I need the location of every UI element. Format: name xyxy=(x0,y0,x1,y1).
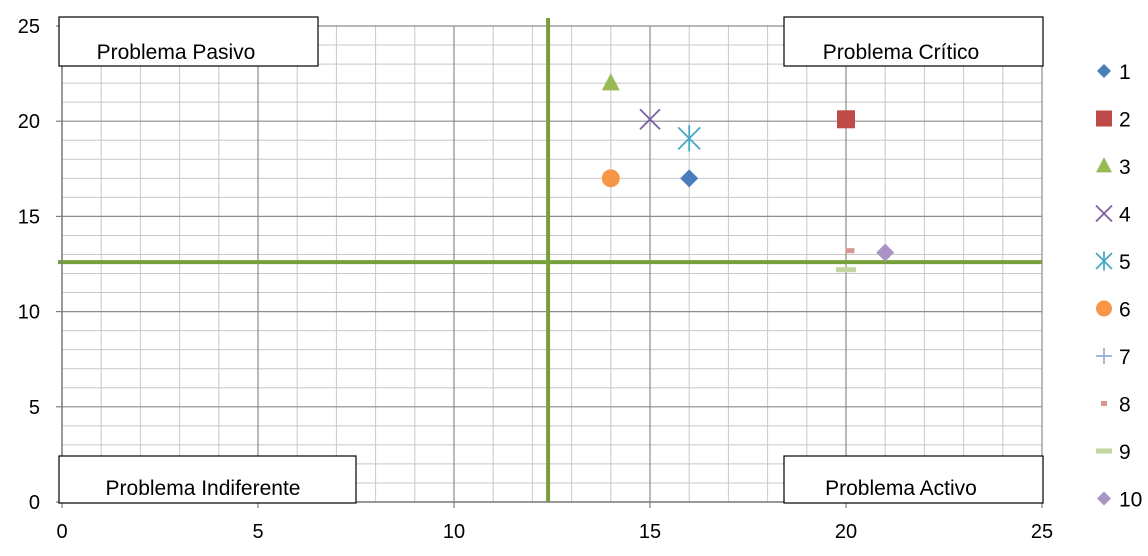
legend-item-9: 9 xyxy=(1096,441,1131,464)
quadrant-label-text: Problema Crítico xyxy=(823,41,979,64)
legend-item-4: 4 xyxy=(1095,204,1131,227)
quadrant-label-text: Problema Activo xyxy=(825,477,977,500)
legend-item-3: 3 xyxy=(1096,156,1131,179)
y-tick-label: 5 xyxy=(29,397,40,419)
legend-marker-7 xyxy=(1096,348,1112,364)
y-tick-label: 20 xyxy=(18,111,40,133)
legend-label-5: 5 xyxy=(1119,251,1131,274)
legend-item-5: 5 xyxy=(1095,251,1131,274)
legend-item-7: 7 xyxy=(1096,346,1131,369)
legend-label-3: 3 xyxy=(1119,156,1131,179)
data-point-series-9 xyxy=(836,267,856,273)
legend-item-8: 8 xyxy=(1101,394,1131,417)
legend-marker-4 xyxy=(1095,204,1113,223)
legend-label-6: 6 xyxy=(1119,299,1131,322)
legend-label-4: 4 xyxy=(1119,204,1131,227)
quadrant-label-critico: Problema Crítico xyxy=(783,16,1044,67)
quadrant-label-text: Problema Indiferente xyxy=(106,477,301,500)
legend-marker-3 xyxy=(1096,157,1112,173)
data-point-series-1 xyxy=(680,169,699,188)
quadrant-label-indiferente: Problema Indiferente xyxy=(58,455,357,504)
y-tick-label: 25 xyxy=(18,16,40,38)
data-point-series-5 xyxy=(677,125,701,152)
data-point-series-4 xyxy=(639,108,661,130)
y-tick-label: 0 xyxy=(29,492,40,514)
legend-label-8: 8 xyxy=(1119,394,1131,417)
data-point-series-8 xyxy=(845,248,855,254)
quadrant-label-box xyxy=(58,16,319,67)
legend-marker-1 xyxy=(1097,64,1111,78)
quadrant-label-box xyxy=(783,455,1044,504)
legend-marker-2 xyxy=(1096,110,1112,127)
legend-marker-10 xyxy=(1097,491,1111,506)
x-tick-label: 25 xyxy=(1031,521,1053,543)
legend-marker-4-stroke xyxy=(1095,204,1113,223)
x-tick-label: 10 xyxy=(443,521,465,543)
quadrant-label-box xyxy=(783,16,1044,67)
data-point-series-3 xyxy=(601,73,620,91)
legend-marker-9 xyxy=(1096,448,1112,454)
legend-item-10: 10 xyxy=(1097,489,1142,512)
quadrant-label-activo: Problema Activo xyxy=(783,455,1044,504)
data-point-series-2 xyxy=(837,110,855,129)
legend-marker-5 xyxy=(1095,251,1113,271)
data-point-series-4-stroke xyxy=(639,108,661,130)
legend-item-2: 2 xyxy=(1096,109,1131,132)
legend-item-6: 6 xyxy=(1096,299,1131,322)
legend-marker-8 xyxy=(1101,401,1107,406)
legend-label-1: 1 xyxy=(1119,61,1131,84)
x-tick-label: 15 xyxy=(639,521,661,543)
legend-label-10: 10 xyxy=(1119,489,1142,512)
legend-item-1: 1 xyxy=(1097,61,1131,84)
quadrant-label-box xyxy=(58,455,357,504)
y-tick-label: 10 xyxy=(18,302,40,324)
data-point-series-6 xyxy=(601,169,620,188)
y-tick-label: 15 xyxy=(18,206,40,228)
quadrant-label-pasivo: Problema Pasivo xyxy=(58,16,319,67)
quadrant-label-text: Problema Pasivo xyxy=(97,41,256,64)
x-tick-label: 0 xyxy=(56,521,67,543)
x-tick-label: 5 xyxy=(252,521,263,543)
legend-label-9: 9 xyxy=(1119,441,1131,464)
x-tick-label: 20 xyxy=(835,521,857,543)
data-point-series-10 xyxy=(876,243,895,262)
legend-label-7: 7 xyxy=(1119,346,1131,369)
legend-label-2: 2 xyxy=(1119,109,1131,132)
legend-marker-6 xyxy=(1096,300,1112,317)
